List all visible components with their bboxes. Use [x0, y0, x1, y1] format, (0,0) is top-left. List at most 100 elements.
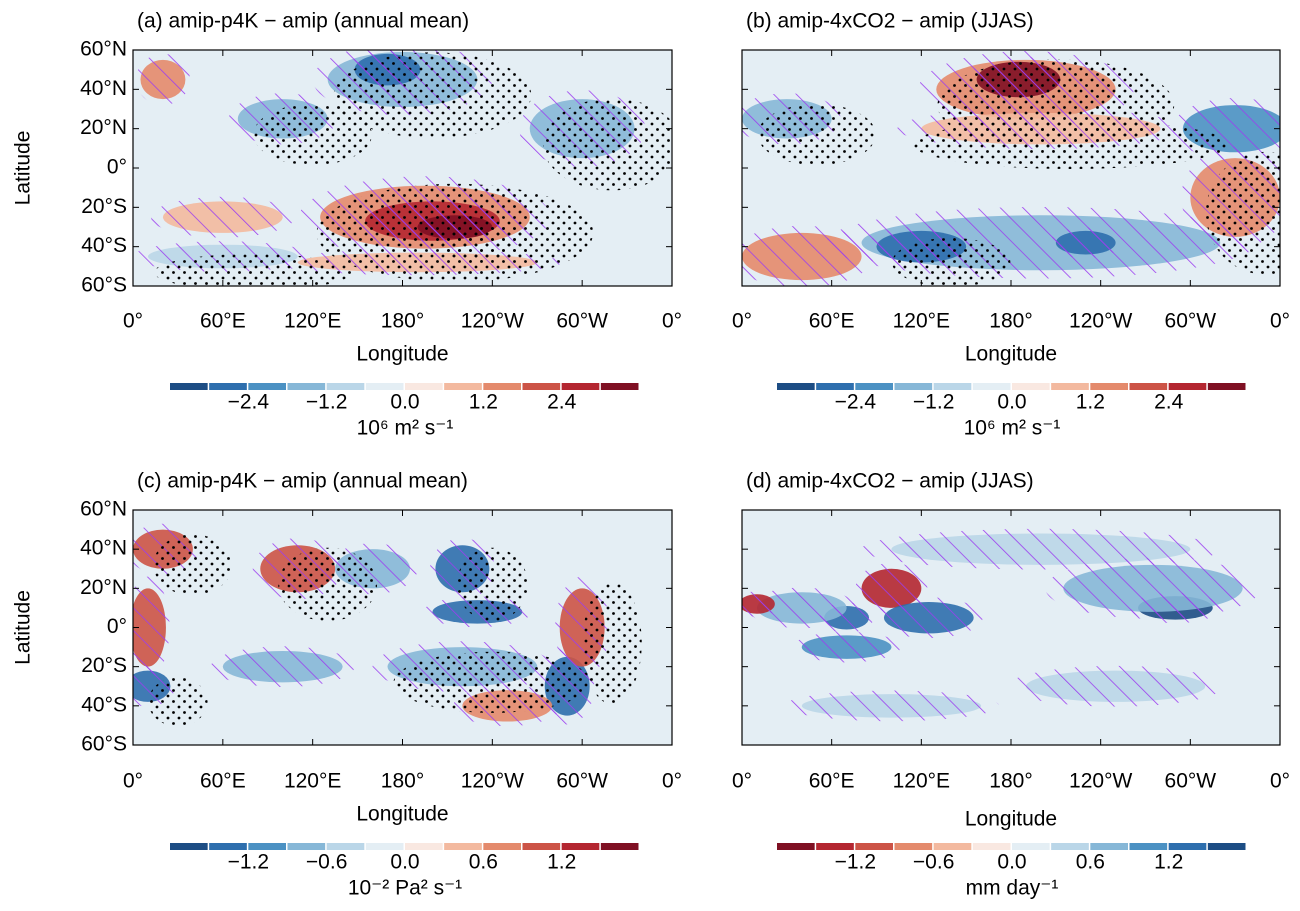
- colorbar-swatch: [170, 843, 208, 850]
- colorbar-tick-label: −1.2: [228, 851, 269, 874]
- significance-dots: [148, 677, 208, 727]
- field: [742, 50, 1280, 286]
- y-tick-label: 60°N: [80, 498, 127, 521]
- x-tick-label: 60°E: [200, 310, 246, 333]
- colorbar-swatch: [816, 383, 854, 390]
- x-axis-label: Longitude: [965, 343, 1057, 366]
- colorbar-tick-label: −1.2: [835, 851, 876, 874]
- colorbar-swatch: [1090, 383, 1128, 390]
- x-tick-label: 60°E: [200, 770, 246, 793]
- panel-title: (b) amip-4xCO2 − amip (JJAS): [746, 10, 1034, 33]
- x-tick-label: 0°: [732, 310, 752, 333]
- significance-hatch: [453, 685, 562, 727]
- colorbar-swatch: [972, 843, 1011, 850]
- significance-hatch: [861, 528, 1221, 570]
- colorbar-tick-label: 2.4: [547, 391, 577, 414]
- significance-hatch: [135, 53, 190, 106]
- y-tick-label: 40°N: [80, 537, 127, 560]
- significance-dots: [153, 534, 233, 596]
- x-tick-label: 60°W: [1165, 310, 1217, 333]
- colorbar-swatch: [600, 843, 639, 850]
- significance-dots: [1205, 151, 1280, 275]
- x-tick-label: 60°W: [1165, 770, 1217, 793]
- significance-hatch: [327, 543, 418, 595]
- significance-hatch: [1049, 227, 1122, 259]
- colorbar-swatch: [933, 843, 972, 850]
- colorbar-tick-label: −2.4: [835, 391, 877, 414]
- colorbar-swatch: [1090, 843, 1128, 850]
- significance-hatch: [348, 50, 428, 91]
- colorbar-swatch: [972, 383, 1011, 390]
- colorbar-tick-label: −0.6: [913, 851, 954, 874]
- significance-dots: [912, 119, 1229, 169]
- x-tick-label: 0°: [662, 770, 682, 793]
- significance-dots: [892, 237, 1011, 286]
- y-tick-label: 60°N: [80, 38, 127, 61]
- y-tick-label: 60°S: [81, 274, 127, 297]
- significance-dots: [582, 582, 642, 705]
- colorbar-swatch: [1051, 383, 1089, 390]
- colorbar-swatch: [1129, 843, 1168, 850]
- colorbar-swatch: [365, 843, 404, 850]
- colorbar-swatch: [894, 843, 933, 850]
- significance-hatch: [1172, 97, 1280, 160]
- colorbar-swatch: [209, 843, 247, 850]
- x-tick-label: 120°W: [461, 770, 524, 793]
- y-axis-label: Latitude: [12, 131, 35, 206]
- colorbar-label: mm day⁻¹: [966, 877, 1059, 900]
- y-tick-label: 60°S: [81, 733, 127, 756]
- x-tick-label: 180°: [381, 770, 424, 793]
- field: [742, 510, 1280, 745]
- panel-title: (a) amip-p4K − amip (annual mean): [137, 10, 469, 33]
- y-tick-label: 20°S: [81, 654, 127, 677]
- colorbar-swatch: [855, 843, 893, 850]
- x-tick-label: 0°: [1270, 310, 1290, 333]
- x-axis-label: Longitude: [965, 808, 1057, 831]
- colorbar-swatch: [483, 383, 521, 390]
- colorbar-tick-label: 1.2: [547, 851, 576, 874]
- colorbar-tick-label: −1.2: [913, 391, 954, 414]
- colorbar-swatch: [326, 383, 365, 390]
- colorbar-label: 10⁶ m² s⁻¹: [357, 417, 454, 440]
- x-tick-label: 0°: [732, 770, 752, 793]
- colorbar-swatch: [1012, 843, 1050, 850]
- x-tick-label: 180°: [989, 310, 1032, 333]
- colorbar-swatch: [405, 843, 443, 850]
- y-tick-label: 20°N: [80, 576, 127, 599]
- colorbar-tick-label: 0.0: [997, 851, 1026, 874]
- colorbar-tick-label: 0.0: [390, 851, 419, 874]
- colorbar-swatch: [1051, 843, 1089, 850]
- colorbar-tick-label: 1.2: [469, 391, 498, 414]
- x-tick-label: 0°: [662, 310, 682, 333]
- x-tick-label: 120°W: [461, 310, 524, 333]
- colorbar-swatch: [483, 843, 521, 850]
- x-tick-label: 0°: [123, 770, 143, 793]
- x-tick-label: 180°: [989, 770, 1032, 793]
- x-tick-label: 120°E: [284, 310, 341, 333]
- colorbar-swatch: [777, 843, 815, 850]
- colorbar-swatch: [209, 383, 247, 390]
- significance-hatch: [742, 225, 874, 286]
- colorbar-swatch: [1129, 383, 1168, 390]
- x-tick-label: 60°W: [556, 770, 608, 793]
- x-tick-label: 120°W: [1069, 310, 1132, 333]
- y-tick-label: 40°N: [80, 77, 127, 100]
- colorbar-swatch: [522, 843, 561, 850]
- colorbar-tick-label: 0.6: [1076, 851, 1105, 874]
- significance-hatch: [150, 196, 295, 238]
- colorbar-swatch: [365, 383, 404, 390]
- y-tick-label: 0°: [107, 156, 127, 179]
- significance-hatch: [742, 591, 779, 617]
- colorbar-swatch: [248, 843, 286, 850]
- panel-title: (d) amip-4xCO2 − amip (JJAS): [746, 470, 1034, 493]
- colorbar-tick-label: 1.2: [1154, 851, 1183, 874]
- x-tick-label: 120°E: [284, 770, 341, 793]
- y-tick-label: 20°N: [80, 116, 127, 139]
- colorbar-swatch: [522, 383, 561, 390]
- x-tick-label: 0°: [123, 310, 143, 333]
- colorbar-tick-label: 0.0: [390, 391, 419, 414]
- colorbar-tick-label: 2.4: [1154, 391, 1184, 414]
- field: [133, 50, 672, 286]
- colorbar-swatch: [561, 383, 600, 390]
